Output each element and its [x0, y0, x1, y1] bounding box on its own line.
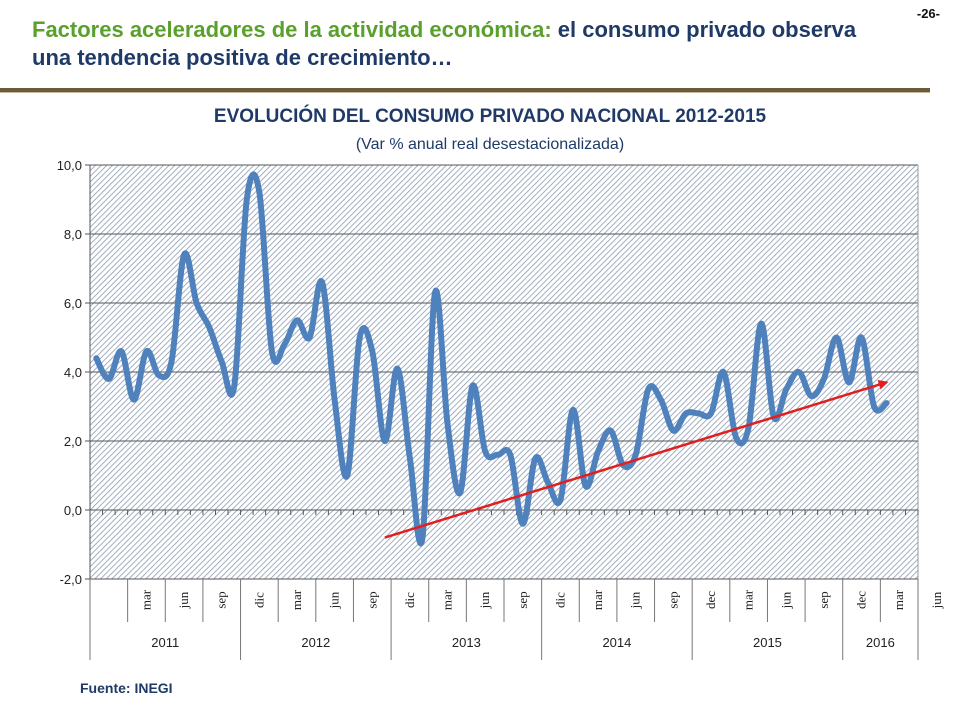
month-label: sep [515, 591, 530, 608]
month-label: dec [703, 591, 718, 609]
month-label: mar [891, 589, 906, 610]
header-divider-shadow [0, 92, 930, 93]
source-note: Fuente: INEGI [80, 680, 173, 696]
header-divider [0, 88, 930, 92]
y-tick-label: 4,0 [64, 365, 82, 380]
slide-number: -26- [916, 6, 940, 21]
month-label: sep [816, 591, 831, 608]
month-label: mar [289, 589, 304, 610]
year-label: 2016 [866, 635, 895, 650]
chart-subtitle: (Var % anual real desestacionalizada) [355, 136, 625, 153]
month-label: mar [590, 589, 605, 610]
y-tick-label: -2,0 [60, 572, 82, 587]
year-label: 2011 [151, 635, 179, 650]
month-label: mar [138, 589, 153, 610]
y-tick-label: 10,0 [57, 158, 82, 173]
year-label: 2014 [602, 635, 631, 650]
month-label: jun [176, 591, 191, 609]
month-label: jun [929, 591, 944, 609]
month-label: jun [628, 591, 643, 609]
month-label: dic [251, 592, 266, 608]
month-label: mar [741, 589, 756, 610]
month-label: sep [665, 591, 680, 608]
headline-highlight: Factores aceleradores de la actividad ec… [32, 17, 552, 42]
month-label: jun [477, 591, 492, 609]
year-label: 2012 [301, 635, 330, 650]
year-label: 2015 [753, 635, 782, 650]
year-label: 2013 [452, 635, 481, 650]
slide-headline: Factores aceleradores de la actividad ec… [32, 16, 892, 71]
y-tick-label: 8,0 [64, 227, 82, 242]
month-label: jun [778, 591, 793, 609]
trend-arrow [384, 379, 889, 539]
month-label: sep [364, 591, 379, 608]
month-label: dic [552, 592, 567, 608]
chart-title: EVOLUCIÓN DEL CONSUMO PRIVADO NACIONAL 2… [213, 106, 767, 127]
y-tick-label: 2,0 [64, 434, 82, 449]
headline-rest: el consumo privado observa una tendencia… [32, 17, 857, 70]
y-tick-label: 6,0 [64, 296, 82, 311]
month-label: mar [440, 589, 455, 610]
month-label: sep [214, 591, 229, 608]
month-label: dec [854, 591, 869, 609]
month-label: jun [327, 591, 342, 609]
month-label: dic [402, 592, 417, 608]
y-tick-label: 0,0 [64, 503, 82, 518]
